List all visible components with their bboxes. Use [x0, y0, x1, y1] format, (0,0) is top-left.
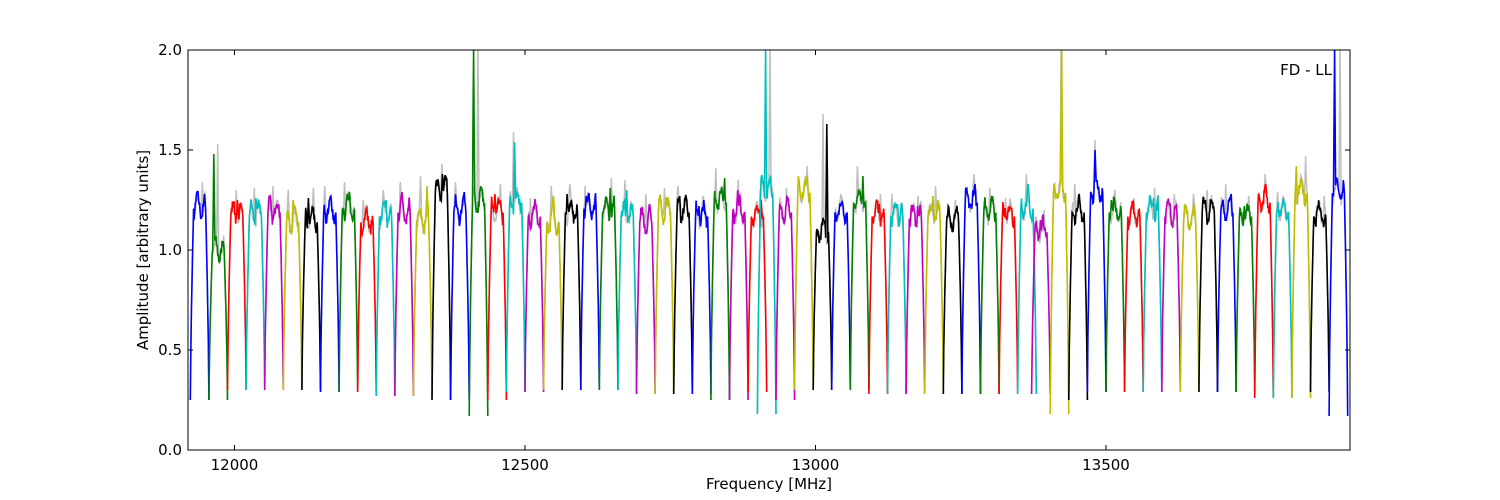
series-line-38 [886, 201, 907, 395]
series-line-60 [1291, 165, 1312, 399]
series-line-52 [1142, 194, 1163, 393]
series-line-30 [747, 199, 768, 393]
series-line-21 [580, 192, 601, 391]
series-line-33 [793, 175, 814, 391]
series-line-47 [1049, 50, 1070, 415]
series-line-39 [905, 204, 926, 395]
series-line-9 [356, 205, 377, 393]
series-line-5 [282, 199, 303, 391]
series-line-12 [412, 185, 433, 397]
series-line-15 [468, 50, 489, 417]
series-line-46 [1030, 214, 1051, 395]
series-line-54 [1179, 203, 1200, 393]
series-line-61 [1309, 200, 1330, 393]
series-line-44 [998, 201, 1019, 395]
x-tick-label: 13500 [1082, 456, 1130, 474]
series-line-62 [1328, 50, 1349, 417]
series-line-31 [756, 50, 777, 415]
y-tick-label: 0.0 [158, 441, 182, 459]
series-line-48 [1068, 193, 1089, 401]
background-line [849, 165, 870, 391]
y-axis-title: Amplitude [arbitrary units] [134, 150, 152, 350]
series-line-24 [635, 203, 656, 395]
background-line [412, 175, 433, 397]
series-line-57 [1235, 203, 1256, 393]
series-line-23 [617, 189, 638, 391]
series-line-14 [449, 191, 470, 401]
data-series [189, 50, 1349, 417]
series-line-19 [542, 195, 563, 391]
series-line-0 [189, 190, 210, 401]
series-line-41 [942, 203, 963, 395]
series-line-22 [598, 187, 619, 391]
series-line-10 [375, 199, 396, 397]
y-tick-label: 0.5 [158, 341, 182, 359]
series-line-29 [728, 189, 749, 401]
series-line-2 [226, 199, 247, 391]
background-line [542, 185, 563, 391]
series-line-26 [672, 194, 694, 395]
series-line-13 [431, 173, 452, 401]
x-tick-label: 12000 [211, 456, 259, 474]
series-line-32 [775, 194, 796, 401]
series-line-45 [1016, 183, 1038, 395]
series-line-37 [868, 199, 889, 395]
plot-annotation: FD - LL [1280, 61, 1332, 79]
series-line-17 [505, 141, 526, 393]
series-line-51 [1123, 200, 1144, 393]
series-line-40 [923, 195, 945, 395]
series-line-1 [208, 153, 229, 401]
series-line-20 [561, 193, 582, 391]
series-line-55 [1198, 196, 1219, 393]
series-line-25 [654, 194, 675, 395]
series-line-56 [1216, 193, 1237, 393]
series-line-3 [245, 197, 266, 391]
series-line-4 [263, 194, 285, 391]
axis-ticks: 12000 12500 13000 13500 0.0 0.5 1.0 1.5 2.0 [158, 41, 1350, 474]
x-tick-label: 13000 [792, 456, 840, 474]
series-line-11 [394, 191, 415, 397]
series-line-18 [524, 198, 545, 393]
series-line-6 [301, 197, 322, 391]
series-line-58 [1253, 183, 1275, 399]
x-axis-title: Frequency [MHz] [706, 475, 832, 493]
y-tick-label: 1.5 [158, 141, 182, 159]
series-line-27 [691, 200, 712, 395]
series-line-28 [710, 177, 731, 401]
series-line-49 [1086, 149, 1107, 393]
series-line-7 [319, 194, 340, 393]
series-line-42 [961, 183, 982, 395]
series-line-16 [487, 193, 508, 401]
series-line-50 [1105, 196, 1126, 393]
series-line-8 [338, 191, 359, 393]
y-tick-label: 1.0 [158, 241, 182, 259]
series-line-59 [1272, 198, 1293, 399]
series-line-34 [812, 123, 833, 391]
x-tick-label: 12500 [501, 456, 549, 474]
series-line-43 [979, 194, 1000, 395]
y-tick-label: 2.0 [158, 41, 182, 59]
series-line-35 [830, 200, 852, 391]
series-line-53 [1161, 198, 1182, 393]
series-line-36 [849, 175, 870, 391]
